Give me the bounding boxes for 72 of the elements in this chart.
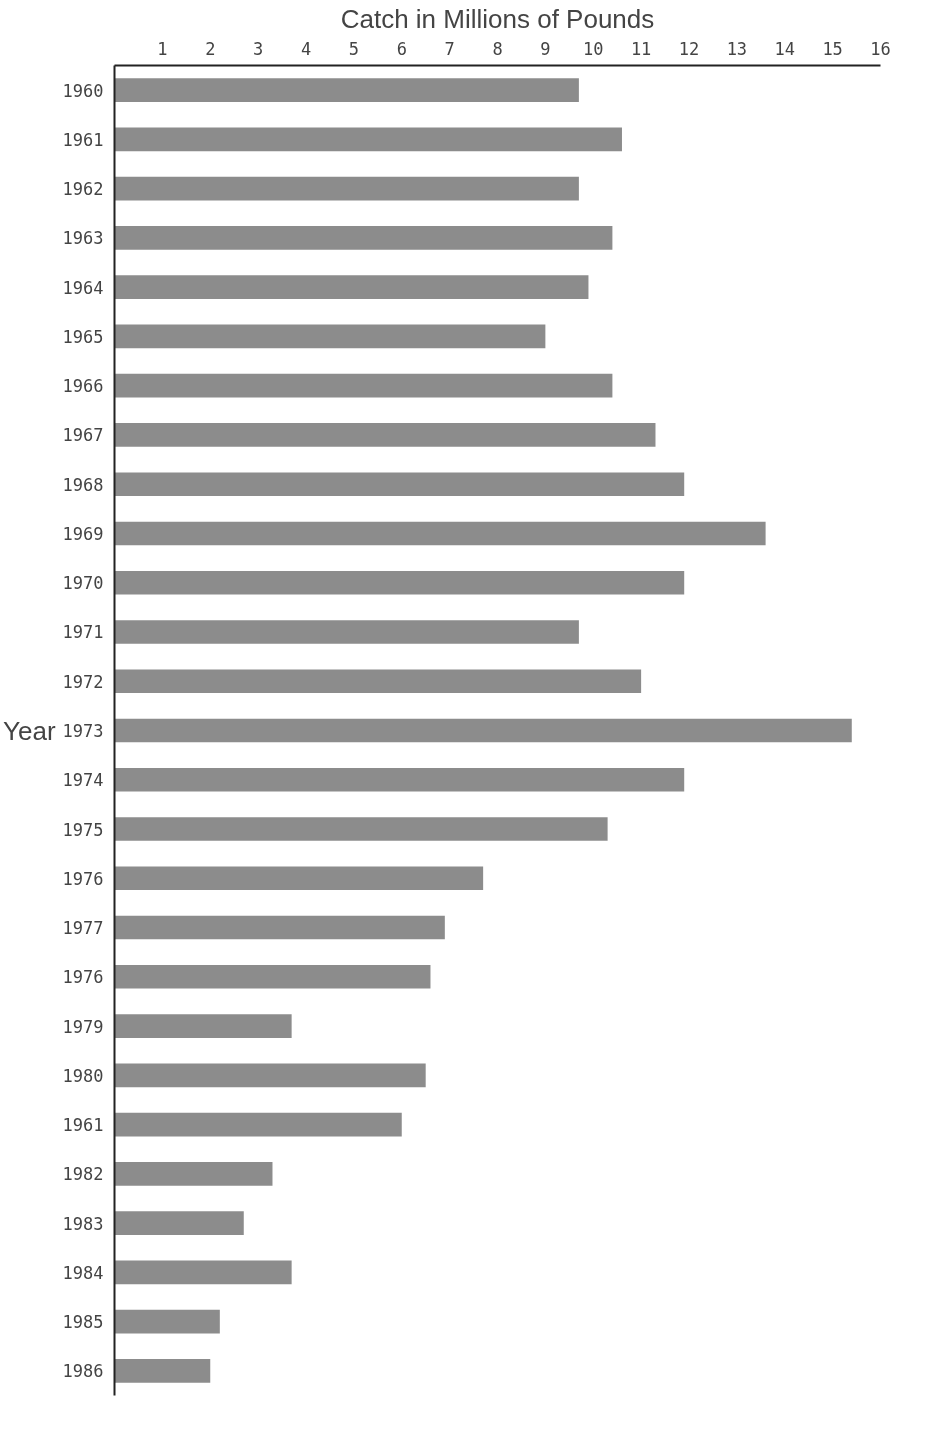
x-tick-label: 6: [396, 38, 407, 59]
y-tick-label: 1963: [62, 228, 104, 249]
bar: [114, 127, 622, 152]
x-tick-label: 15: [822, 38, 843, 59]
y-tick-label: 1976: [62, 868, 104, 889]
bar: [114, 78, 579, 102]
bar: [114, 915, 445, 940]
bar: [114, 1014, 292, 1038]
bar: [114, 373, 613, 398]
x-tick-label: 7: [444, 38, 455, 59]
y-tick-label: 1964: [62, 277, 104, 298]
bar: [114, 1063, 426, 1088]
bar: [114, 324, 546, 349]
y-tick-label: 1970: [62, 573, 104, 594]
bar: [114, 472, 685, 497]
bar: [114, 767, 685, 792]
bar: [114, 570, 685, 595]
y-axis-title: Year: [3, 715, 56, 746]
x-tick-label: 5: [348, 38, 360, 59]
y-tick-label: 1967: [62, 425, 104, 446]
y-tick-label: 1968: [62, 474, 104, 495]
bar: [114, 1112, 402, 1137]
bar: [114, 1309, 220, 1334]
y-tick-label: 1973: [62, 721, 104, 741]
y-tick-label: 1986: [62, 1361, 104, 1382]
x-tick-label: 4: [300, 38, 312, 59]
y-tick-label: 1961: [62, 1115, 104, 1136]
y-tick-label: 1969: [62, 523, 104, 544]
x-axis-title: Catch in Millions of Pounds: [340, 3, 655, 34]
x-tick-label: 2: [205, 38, 216, 59]
bar: [114, 423, 656, 447]
y-tick-label: 1966: [62, 376, 104, 397]
bar: [114, 1359, 211, 1383]
y-tick-label: 1977: [62, 918, 104, 939]
y-tick-label: 1961: [62, 129, 104, 150]
y-tick-label: 1974: [62, 770, 104, 791]
y-tick-label: 1975: [62, 819, 104, 840]
bar: [114, 275, 589, 299]
x-tick-label: 14: [774, 38, 795, 59]
x-tick-label: 12: [678, 38, 700, 59]
y-tick-label: 1965: [62, 326, 104, 347]
y-tick-label: 1980: [62, 1065, 104, 1086]
bar: [114, 1260, 292, 1285]
y-tick-label: 1971: [62, 622, 104, 643]
y-tick-label: 1983: [62, 1213, 104, 1234]
x-tick-label: 16: [870, 38, 891, 59]
bar: [114, 226, 613, 250]
bar: [114, 1211, 244, 1235]
y-tick-label: 1979: [62, 1016, 104, 1037]
x-tick-label: 1: [157, 38, 168, 59]
x-tick-label: 3: [253, 38, 264, 59]
bar: [114, 817, 608, 841]
x-tick-label: 11: [630, 38, 652, 59]
bar: [114, 521, 766, 546]
bar: [114, 866, 484, 891]
y-tick-label: 1982: [62, 1164, 104, 1185]
bar: [114, 964, 431, 989]
y-tick-label: 1962: [62, 179, 104, 200]
x-tick-label: 8: [492, 38, 503, 59]
x-tick-label: 9: [540, 38, 551, 59]
x-tick-label: 10: [583, 38, 604, 59]
y-tick-label: 1984: [62, 1262, 104, 1283]
bar: [114, 620, 579, 644]
bar: [114, 669, 642, 694]
y-tick-label: 1972: [62, 671, 104, 692]
y-tick-label: 1985: [62, 1312, 104, 1333]
bar: [114, 1162, 273, 1186]
bar: [114, 718, 852, 743]
bar: [114, 176, 579, 201]
y-tick-label: 1960: [62, 80, 104, 101]
y-tick-label: 1976: [62, 967, 104, 988]
x-tick-label: 13: [726, 38, 748, 59]
